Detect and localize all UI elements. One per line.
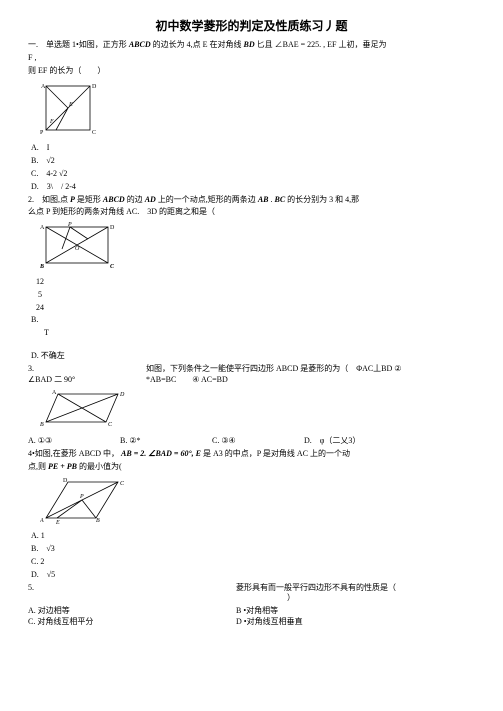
q1-stem-line1: 一. 单选题 1•如图，正方形 ABCD 的边长为 4,点 E 在对角线 BD … bbox=[28, 40, 475, 51]
q5-optB: B •对角相等 bbox=[236, 606, 278, 617]
q1-abcd: ABCD bbox=[129, 40, 151, 49]
q4-optB: B. √3 bbox=[31, 544, 475, 555]
svg-text:B: B bbox=[96, 518, 100, 524]
q3-stem-row2: ∠BAD 二 90° *AB=BC ④ AC=BD bbox=[28, 375, 475, 386]
q4-eq1: = 2. bbox=[134, 449, 147, 458]
q2-optA-1: 12 bbox=[28, 277, 475, 288]
q4-stem-line2: 点,则 PE + PB 的最小值为( bbox=[28, 462, 475, 473]
q2-dot: . bbox=[270, 195, 272, 204]
q2-stem-b: 是矩形 bbox=[77, 195, 101, 204]
q1-optA: A. I bbox=[31, 143, 475, 154]
svg-text:C: C bbox=[110, 264, 115, 270]
q4-optD: D. √5 bbox=[31, 570, 475, 581]
q5-optC: C. 对角线互相平分 bbox=[28, 617, 236, 628]
q5-stem-text: 菱形具有而一般平行四边形不具有的性质是（ bbox=[236, 583, 396, 594]
q2-optA-2: 5 bbox=[28, 290, 475, 301]
q5-optA: A. 对边相等 bbox=[28, 606, 236, 617]
q2-p: P bbox=[70, 195, 75, 204]
q4-stem-d: 的最小值为( bbox=[79, 462, 122, 471]
q5-optD: D •对角线互相垂直 bbox=[236, 617, 303, 628]
svg-text:P: P bbox=[67, 222, 72, 228]
svg-text:C: C bbox=[120, 481, 125, 487]
q5-opts-row1: A. 对边相等 B •对角相等 bbox=[28, 606, 475, 617]
q4-pepb: PE + PB bbox=[48, 462, 77, 471]
q3-stem-b: ∠BAD 二 90° bbox=[28, 375, 146, 386]
q4-e: E bbox=[196, 449, 201, 458]
q2-stem-a: 2. 如图,点 bbox=[28, 195, 68, 204]
svg-text:B: B bbox=[40, 264, 44, 270]
svg-text:C: C bbox=[108, 422, 113, 428]
q3-optB: B. ②* bbox=[120, 436, 210, 447]
q4-stem-b: 是 A3 的中点，P 是对角线 AC 上的一个动 bbox=[203, 449, 350, 458]
svg-text:D: D bbox=[92, 84, 97, 90]
q5-opts-row2: C. 对角线互相平分 D •对角线互相垂直 bbox=[28, 617, 475, 628]
svg-text:P: P bbox=[79, 494, 84, 500]
q1-optB: B. √2 bbox=[31, 156, 475, 167]
q1-figure: A D P C F E bbox=[40, 80, 475, 142]
page-title: 初中数学菱形的判定及性质练习丿题 bbox=[28, 18, 475, 34]
q2-stem-d: 上的一个动点,矩形的两条边 bbox=[158, 195, 256, 204]
svg-text:O: O bbox=[75, 246, 80, 252]
q1-bd: BD bbox=[244, 40, 255, 49]
q3-optC: C. ③④ bbox=[212, 436, 302, 447]
q4-optC: C. 2 bbox=[31, 557, 475, 568]
q3-stem-c: *AB=BC ④ AC=BD bbox=[146, 375, 228, 386]
q2-ad: AD bbox=[145, 195, 156, 204]
svg-text:B: B bbox=[40, 422, 44, 428]
svg-text:A: A bbox=[41, 84, 46, 90]
svg-text:D: D bbox=[119, 392, 125, 398]
q2-ab: AB bbox=[258, 195, 269, 204]
q1-stem-d: 则 EF 的长为（ ） bbox=[28, 66, 475, 77]
q5-close: ） bbox=[28, 593, 475, 604]
q3-stem-row1: 3. 如图，下列条件之一能使平行四边形 ABCD 是菱形的为（ ΦAC丄BD ② bbox=[28, 364, 475, 375]
q3-optD: D. φ（二乂3） bbox=[304, 436, 360, 447]
q3-figure: A D B C bbox=[40, 388, 475, 434]
q1-stem-c: 匕且 ∠BAE = 225. , EF 丄初，垂足为 bbox=[257, 40, 387, 49]
q2-stem-line2: 么点 P 到矩形的两条对角线 AC. 3D 的距离之和是（ bbox=[28, 207, 475, 218]
q4-stem-a: 4•如图,在菱形 ABCD 中， bbox=[28, 449, 119, 458]
q3-num: 3. bbox=[28, 364, 146, 375]
q1-stem-a: 一. 单选题 1•如图，正方形 bbox=[28, 40, 127, 49]
q3-optA: A. ①③ bbox=[28, 436, 118, 447]
svg-text:E: E bbox=[55, 520, 60, 526]
q1-optC: C. 4-2 √2 bbox=[31, 169, 475, 180]
q4-optA: A. 1 bbox=[31, 531, 475, 542]
q2-abcd: ABCD bbox=[103, 195, 125, 204]
q4-eq2: = 60°, bbox=[174, 449, 194, 458]
q4-figure: D C A B E P bbox=[40, 476, 475, 530]
q2-stem-c: 的边 bbox=[127, 195, 143, 204]
q1-f: F , bbox=[28, 53, 475, 64]
q3-options: A. ①③ B. ②* C. ③④ D. φ（二乂3） bbox=[28, 436, 475, 447]
svg-text:A: A bbox=[40, 518, 44, 524]
svg-text:E: E bbox=[68, 102, 73, 108]
q2-stem-e: 的长分别为 3 和 4,那 bbox=[287, 195, 359, 204]
q4-stem-c: 点,则 bbox=[28, 462, 46, 471]
q2-optB2: T bbox=[28, 328, 475, 339]
q3-stem-a: 如图，下列条件之一能使平行四边形 ABCD 是菱形的为（ ΦAC丄BD ② bbox=[146, 364, 401, 375]
svg-text:P: P bbox=[40, 130, 44, 136]
svg-text:A: A bbox=[52, 390, 57, 396]
q2-stem-line1: 2. 如图,点 P 是矩形 ABCD 的边 AD 上的一个动点,矩形的两条边 A… bbox=[28, 195, 475, 206]
q2-optA-3: 24 bbox=[28, 303, 475, 314]
q4-ab: AB bbox=[121, 449, 132, 458]
q4-stem-line1: 4•如图,在菱形 ABCD 中， AB = 2. ∠BAD = 60°, E 是… bbox=[28, 449, 475, 460]
svg-text:D: D bbox=[110, 225, 115, 231]
q2-optB: B. bbox=[31, 315, 475, 326]
q2-optD: D. 不确左 bbox=[31, 351, 475, 362]
q5-num: 5. bbox=[28, 583, 236, 594]
q5-stem: 5. 菱形具有而一般平行四边形不具有的性质是（ bbox=[28, 583, 475, 594]
svg-text:F: F bbox=[49, 119, 54, 125]
q1-stem-b: 的边长为 4,点 E 在对角线 bbox=[153, 40, 242, 49]
svg-text:C: C bbox=[92, 130, 96, 136]
q2-figure: A P D B C O bbox=[40, 221, 475, 275]
q4-bad: ∠BAD bbox=[148, 449, 172, 458]
svg-text:A: A bbox=[40, 225, 45, 231]
svg-text:D: D bbox=[63, 478, 68, 484]
q2-bc: BC bbox=[274, 195, 285, 204]
q1-optD: D. 3\ / 2-4 bbox=[31, 182, 475, 193]
